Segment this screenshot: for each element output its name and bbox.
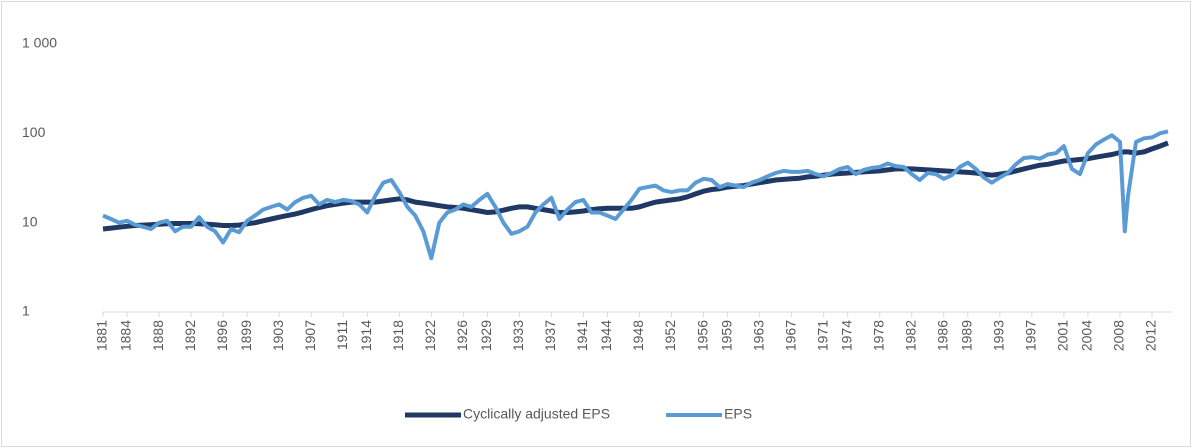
- x-tick-label: 1929: [478, 320, 494, 351]
- x-tick-label: 1914: [358, 320, 374, 351]
- x-tick-label: 1903: [270, 320, 286, 351]
- x-tick-label: 1926: [454, 320, 470, 351]
- series-line: [102, 129, 1169, 261]
- x-tick-label: 1896: [214, 320, 230, 351]
- y-tick-label: 1: [22, 303, 30, 319]
- x-tick-label: 1922: [422, 320, 438, 351]
- x-tick-label: 1974: [838, 320, 854, 351]
- x-tick-label: 2008: [1111, 320, 1127, 351]
- x-tick-label: 2001: [1055, 320, 1071, 351]
- y-tick-label: 10: [22, 213, 38, 229]
- x-tick-label: 1937: [542, 320, 558, 351]
- x-tick-label: 1918: [390, 320, 406, 351]
- x-tick-label: 1952: [662, 320, 678, 351]
- x-tick-label: 1963: [750, 320, 766, 351]
- x-tick-label: 1971: [814, 320, 830, 351]
- y-tick-label: 100: [22, 124, 46, 140]
- x-tick-label: 1986: [934, 320, 950, 351]
- x-tick-label: 1997: [1023, 320, 1039, 351]
- legend-label: Cyclically adjusted EPS: [463, 406, 610, 422]
- x-tick-label: 1978: [870, 320, 886, 351]
- legend: Cyclically adjusted EPS EPS: [405, 406, 752, 422]
- x-tick-label: 1892: [182, 320, 198, 351]
- x-tick-label: 1941: [574, 320, 590, 351]
- x-tick-label: 1956: [694, 320, 710, 351]
- x-tick-label: 1993: [991, 320, 1007, 351]
- x-tick-label: 2012: [1143, 320, 1159, 351]
- x-tick-label: 1911: [334, 320, 350, 350]
- legend-label: EPS: [724, 406, 752, 422]
- x-tick-label: 1989: [959, 320, 975, 351]
- x-tick-label: 1944: [598, 320, 614, 351]
- x-tick-label: 1888: [150, 320, 166, 351]
- x-tick-label: 1899: [238, 320, 254, 351]
- x-tick-label: 1967: [782, 320, 798, 351]
- series-line: [102, 140, 1169, 232]
- x-tick-label: 1881: [94, 320, 110, 351]
- x-tick-label: 1959: [718, 320, 734, 351]
- x-tick-label: 1982: [902, 320, 918, 351]
- x-tick-label: 1933: [510, 320, 526, 351]
- y-tick-label: 1 000: [22, 35, 57, 51]
- x-tick-label: 1907: [302, 320, 318, 351]
- x-tick-label: 2004: [1079, 320, 1095, 351]
- x-tick-label: 1948: [630, 320, 646, 351]
- x-tick-label: 1884: [118, 320, 134, 351]
